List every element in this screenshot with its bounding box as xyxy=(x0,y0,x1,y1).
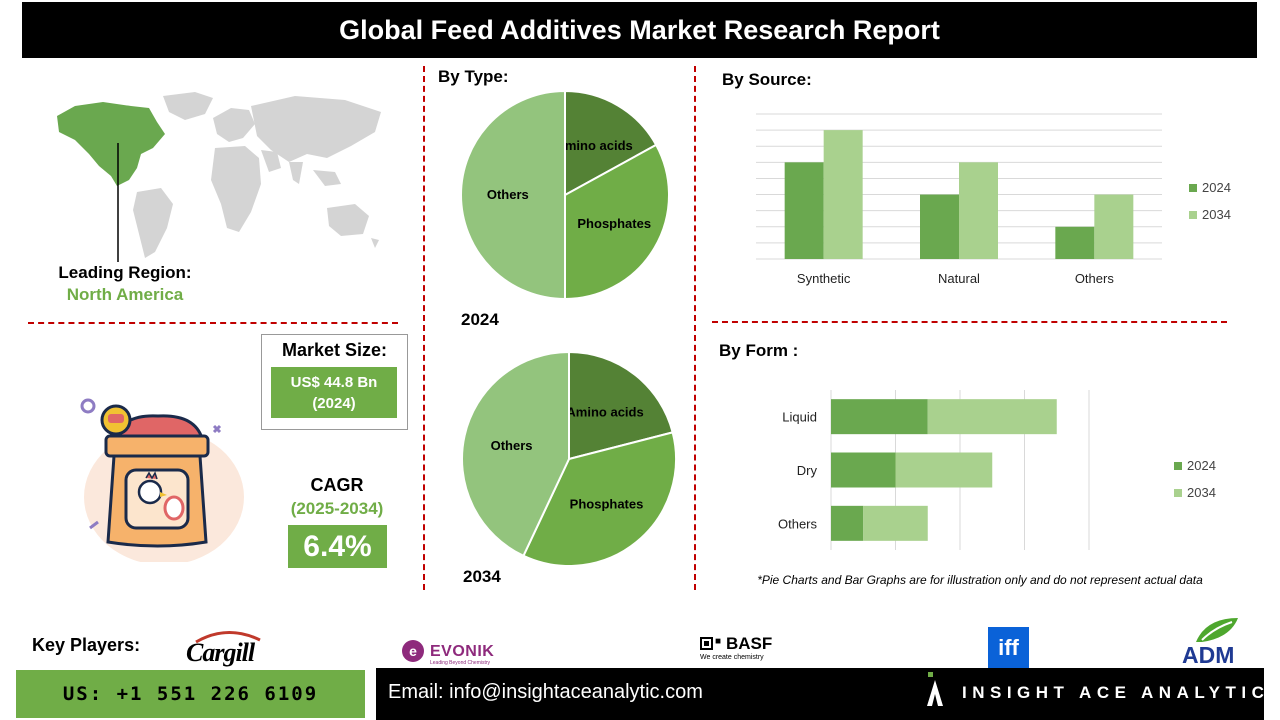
leading-region-value: North America xyxy=(66,285,184,304)
form-category-others: Others xyxy=(778,516,818,531)
divider-region xyxy=(28,322,398,324)
cargill-logo: Cargill xyxy=(182,628,272,670)
pie-chart-2024: Amino acids Phosphates Others xyxy=(460,89,670,301)
form-category-dry: Dry xyxy=(797,463,818,478)
bar-chart-form: Liquid Dry Others 2024 2034 xyxy=(778,390,1216,550)
source-bar-natural-2024 xyxy=(920,194,959,259)
form-bar-dry-2024 xyxy=(831,452,896,488)
phone-contact: US: +1 551 226 6109 xyxy=(16,670,365,718)
form-bar-dry-2034 xyxy=(895,452,993,488)
key-players-label: Key Players: xyxy=(32,635,141,655)
pie-2034-label-phosphates: Phosphates xyxy=(570,496,644,511)
adm-leaf-icon xyxy=(1196,618,1238,642)
market-size-value-box: US$ 44.8 Bn (2024) xyxy=(271,367,397,418)
source-bar-others-2024 xyxy=(1055,226,1095,259)
market-size-value: US$ 44.8 Bn xyxy=(290,373,378,391)
disclaimer-note: *Pie Charts and Bar Graphs are for illus… xyxy=(757,573,1203,587)
pie-2024-label-amino-acids: Amino acids xyxy=(555,138,632,153)
pie-2034-slice-phosphates xyxy=(522,431,677,565)
source-legend-swatch-2034 xyxy=(1189,211,1197,219)
pie-2034-slice-others xyxy=(461,350,570,558)
cagr-label: CAGR xyxy=(310,475,364,495)
basf-tagline: We create chemistry xyxy=(700,654,764,661)
pie-2024-label-others: Others xyxy=(487,187,529,202)
form-category-liquid: Liquid xyxy=(782,410,817,425)
brand-logo-icon xyxy=(927,672,943,706)
form-bar-others-2024 xyxy=(831,505,864,541)
pie-2024-slice-amino-acids xyxy=(564,89,658,197)
form-legend-label-2024: 2024 xyxy=(1187,458,1216,473)
brand-name: INSIGHT ACE ANALYTIC xyxy=(962,683,1270,702)
source-category-synthetic: Synthetic xyxy=(797,271,851,286)
by-type-heading: By Type: xyxy=(438,67,509,86)
cagr-period: (2025-2034) xyxy=(290,499,384,518)
source-category-others: Others xyxy=(1075,271,1115,286)
cargill-logo-swoosh xyxy=(195,630,261,644)
leading-region-label: Leading Region: xyxy=(58,263,192,282)
divider-right xyxy=(694,66,696,590)
feed-bag-illustration xyxy=(80,398,244,562)
cagr-value: 6.4% xyxy=(288,525,387,568)
form-legend-swatch-2034 xyxy=(1174,489,1182,497)
pie-2034-year-label: 2034 xyxy=(463,567,501,586)
basf-logo: ■ BASF We create chemistry xyxy=(700,634,790,666)
evonik-logo: e EVONIK Leading Beyond Chemistry xyxy=(400,638,510,670)
form-bar-liquid-2024 xyxy=(831,399,928,435)
pie-2034-label-amino-acids: Amino acids xyxy=(566,404,643,419)
source-legend-label-2024: 2024 xyxy=(1202,180,1231,195)
form-legend-swatch-2024 xyxy=(1174,462,1182,470)
page-title: Global Feed Additives Market Research Re… xyxy=(22,2,1257,58)
cargill-logo-text: Cargill xyxy=(186,638,255,667)
market-size-label: Market Size: xyxy=(281,340,388,360)
source-category-natural: Natural xyxy=(938,271,980,286)
source-legend-label-2034: 2034 xyxy=(1202,207,1231,222)
source-bar-synthetic-2034 xyxy=(823,130,863,259)
world-map xyxy=(57,92,381,262)
source-bar-natural-2034 xyxy=(959,162,998,259)
pie-2024-year-label: 2024 xyxy=(461,310,499,329)
pie-2034-label-others: Others xyxy=(491,438,533,453)
basf-dot-separator: ■ xyxy=(715,636,722,647)
market-size-year: (2024) xyxy=(312,394,356,412)
pie-2024-slice-phosphates xyxy=(564,143,670,301)
email-bar xyxy=(376,668,1264,720)
evonik-tagline: Leading Beyond Chemistry xyxy=(430,660,491,666)
source-legend-swatch-2024 xyxy=(1189,184,1197,192)
form-legend-label-2034: 2034 xyxy=(1187,485,1216,500)
adm-logo-text: ADM xyxy=(1182,642,1235,668)
adm-logo: ADM xyxy=(1180,616,1250,668)
basf-logo-text: BASF xyxy=(726,634,773,653)
pie-2034-slice-amino-acids xyxy=(568,350,674,461)
pie-chart-2034: Amino acids Phosphates Others xyxy=(461,350,677,565)
evonik-e-icon: e xyxy=(402,640,424,662)
iff-logo: iff xyxy=(988,627,1029,668)
by-source-heading: By Source: xyxy=(722,70,812,89)
basf-square-icon xyxy=(700,637,713,650)
pie-2024-slice-others xyxy=(460,89,566,301)
email-contact: Email: info@insightaceanalytic.com xyxy=(388,681,703,703)
by-form-heading: By Form : xyxy=(719,341,799,360)
evonik-logo-text: EVONIK xyxy=(430,643,495,660)
form-bar-liquid-2034 xyxy=(927,399,1057,435)
source-bar-others-2034 xyxy=(1094,194,1134,259)
source-bar-synthetic-2024 xyxy=(784,162,824,259)
bar-chart-source: Synthetic Natural Others 2024 2034 xyxy=(756,113,1231,286)
basf-square-dot xyxy=(704,641,709,646)
form-bar-others-2034 xyxy=(863,505,928,541)
divider-source-form xyxy=(712,321,1227,323)
divider-left xyxy=(423,66,425,590)
pie-2024-label-phosphates: Phosphates xyxy=(577,216,651,231)
